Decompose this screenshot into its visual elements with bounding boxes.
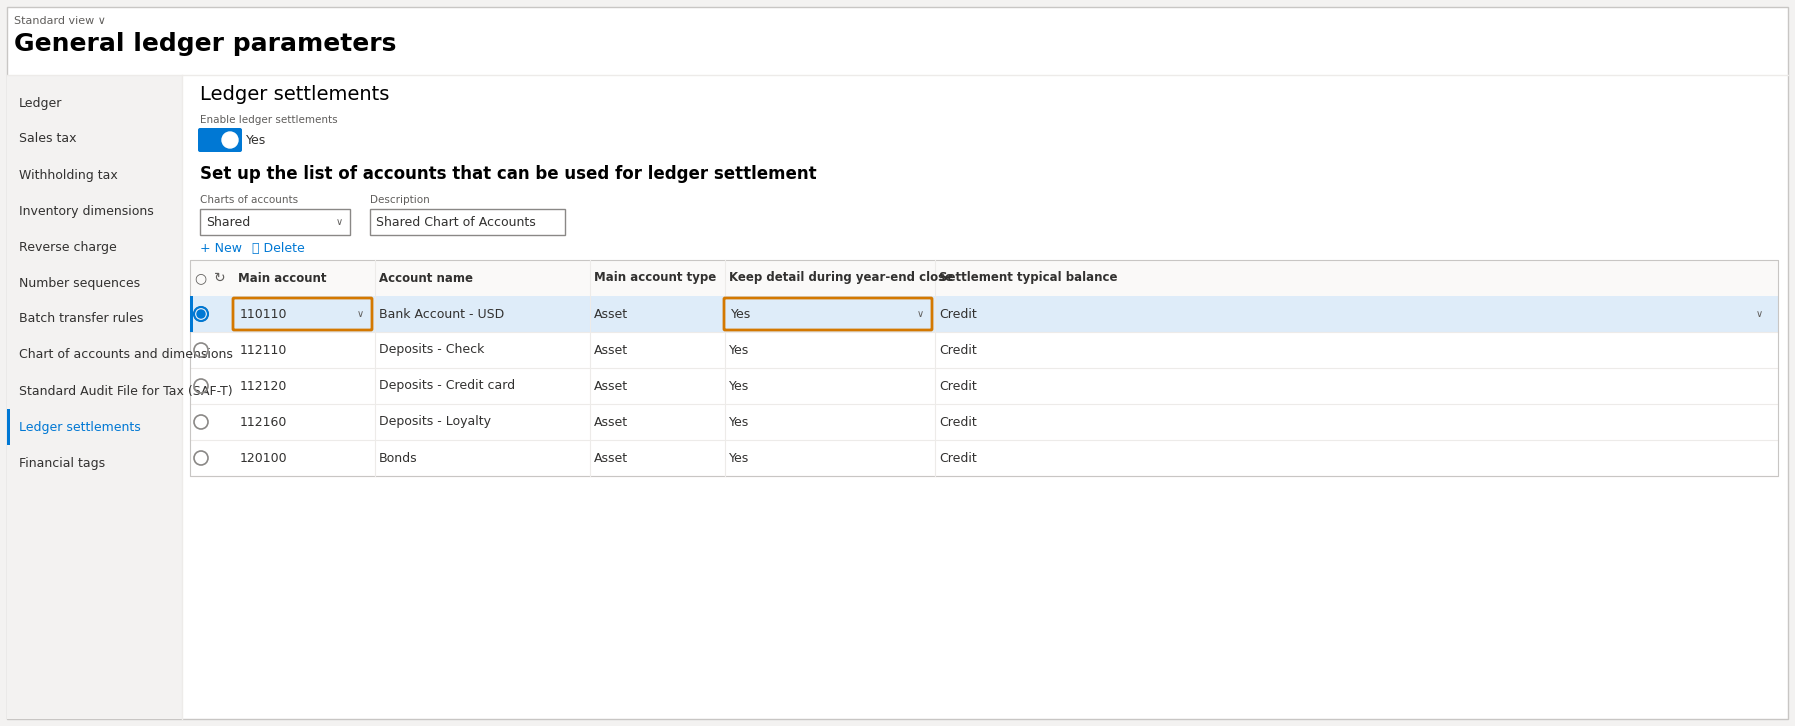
Text: General ledger parameters: General ledger parameters bbox=[14, 32, 397, 56]
Text: 112160: 112160 bbox=[241, 415, 287, 428]
Text: Account name: Account name bbox=[379, 272, 474, 285]
Text: Deposits - Loyalty: Deposits - Loyalty bbox=[379, 415, 492, 428]
Text: Credit: Credit bbox=[939, 452, 976, 465]
Text: Withholding tax: Withholding tax bbox=[20, 168, 118, 182]
FancyBboxPatch shape bbox=[197, 128, 242, 152]
Text: Yes: Yes bbox=[729, 380, 749, 393]
Circle shape bbox=[223, 132, 239, 148]
Bar bbox=[370, 209, 565, 235]
Text: Reverse charge: Reverse charge bbox=[20, 240, 117, 253]
Text: Credit: Credit bbox=[939, 308, 976, 320]
Bar bbox=[199, 130, 241, 150]
Bar bbox=[7, 409, 11, 445]
Text: 🗑 Delete: 🗑 Delete bbox=[251, 242, 305, 255]
Text: 120100: 120100 bbox=[241, 452, 287, 465]
FancyBboxPatch shape bbox=[723, 298, 932, 330]
Text: Yes: Yes bbox=[246, 134, 266, 147]
Bar bbox=[190, 296, 194, 332]
Text: ∨: ∨ bbox=[336, 217, 343, 227]
Text: Credit: Credit bbox=[939, 343, 976, 356]
Text: Yes: Yes bbox=[729, 452, 749, 465]
Text: Number sequences: Number sequences bbox=[20, 277, 140, 290]
Text: Deposits - Credit card: Deposits - Credit card bbox=[379, 380, 515, 393]
Text: ∨: ∨ bbox=[917, 309, 924, 319]
Text: Keep detail during year-end close: Keep detail during year-end close bbox=[729, 272, 953, 285]
Text: Yes: Yes bbox=[731, 308, 752, 320]
Text: Financial tags: Financial tags bbox=[20, 457, 106, 470]
Text: Credit: Credit bbox=[939, 415, 976, 428]
Text: Shared: Shared bbox=[206, 216, 250, 229]
Bar bbox=[190, 260, 1779, 296]
Text: Chart of accounts and dimensions: Chart of accounts and dimensions bbox=[20, 348, 233, 362]
Text: Asset: Asset bbox=[594, 415, 628, 428]
Text: Bonds: Bonds bbox=[379, 452, 418, 465]
Text: Asset: Asset bbox=[594, 380, 628, 393]
Text: Inventory dimensions: Inventory dimensions bbox=[20, 205, 154, 218]
Text: Shared Chart of Accounts: Shared Chart of Accounts bbox=[375, 216, 535, 229]
Text: Credit: Credit bbox=[939, 380, 976, 393]
Text: Standard view ∨: Standard view ∨ bbox=[14, 16, 106, 26]
Text: Yes: Yes bbox=[729, 343, 749, 356]
Text: Asset: Asset bbox=[594, 452, 628, 465]
Bar bbox=[7, 75, 181, 719]
Text: Deposits - Check: Deposits - Check bbox=[379, 343, 485, 356]
Text: ○: ○ bbox=[194, 271, 206, 285]
Bar bbox=[199, 209, 350, 235]
FancyBboxPatch shape bbox=[233, 298, 372, 330]
Text: Ledger settlements: Ledger settlements bbox=[199, 85, 390, 104]
Text: ↻: ↻ bbox=[214, 271, 226, 285]
Bar bbox=[190, 260, 1779, 476]
Text: ∨: ∨ bbox=[357, 309, 364, 319]
Circle shape bbox=[197, 310, 205, 318]
Text: Enable ledger settlements: Enable ledger settlements bbox=[199, 115, 337, 125]
Text: 110110: 110110 bbox=[241, 308, 287, 320]
Text: + New: + New bbox=[199, 242, 242, 255]
Bar bbox=[190, 368, 1779, 404]
Text: Set up the list of accounts that can be used for ledger settlement: Set up the list of accounts that can be … bbox=[199, 165, 817, 183]
Text: 112110: 112110 bbox=[241, 343, 287, 356]
Text: Standard Audit File for Tax (SAF-T): Standard Audit File for Tax (SAF-T) bbox=[20, 385, 233, 398]
Text: Main account type: Main account type bbox=[594, 272, 716, 285]
Bar bbox=[190, 296, 1779, 332]
Text: Sales tax: Sales tax bbox=[20, 133, 77, 145]
Text: Ledger settlements: Ledger settlements bbox=[20, 420, 140, 433]
Bar bbox=[190, 332, 1779, 368]
Text: Description: Description bbox=[370, 195, 429, 205]
Text: Ledger: Ledger bbox=[20, 97, 63, 110]
Text: Settlement typical balance: Settlement typical balance bbox=[939, 272, 1118, 285]
Text: Main account: Main account bbox=[239, 272, 327, 285]
Text: ∨: ∨ bbox=[1756, 309, 1763, 319]
Text: Asset: Asset bbox=[594, 308, 628, 320]
Bar bbox=[190, 440, 1779, 476]
Bar bbox=[190, 404, 1779, 440]
Text: Charts of accounts: Charts of accounts bbox=[199, 195, 298, 205]
Text: Bank Account - USD: Bank Account - USD bbox=[379, 308, 504, 320]
Text: Yes: Yes bbox=[729, 415, 749, 428]
Text: 112120: 112120 bbox=[241, 380, 287, 393]
Text: Asset: Asset bbox=[594, 343, 628, 356]
Text: Batch transfer rules: Batch transfer rules bbox=[20, 312, 144, 325]
